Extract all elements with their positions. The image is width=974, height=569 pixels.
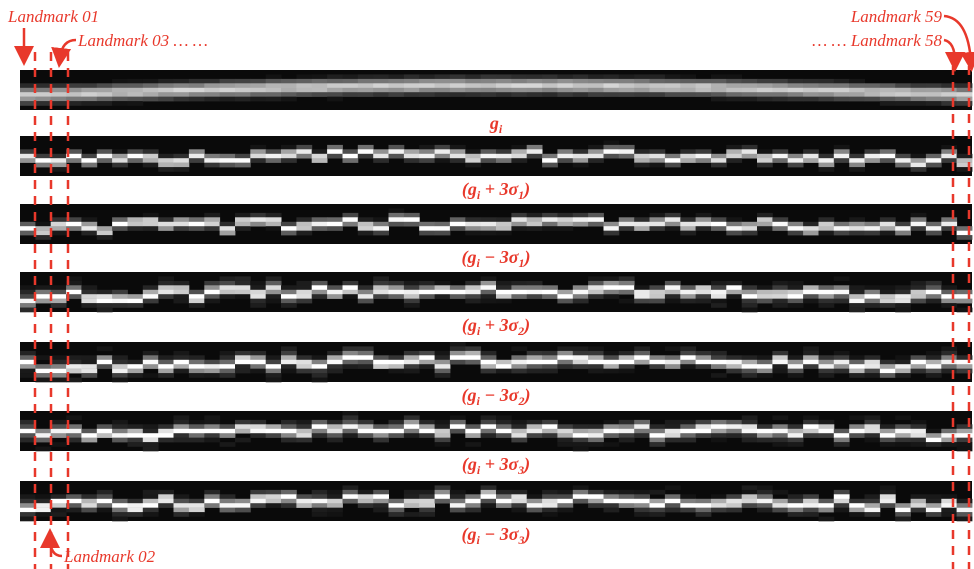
strip xyxy=(20,136,972,176)
caption-part: − 3σ xyxy=(480,524,520,544)
strip-caption: gi xyxy=(489,113,503,136)
strip xyxy=(20,70,972,110)
caption-part: + 3σ xyxy=(480,454,519,474)
caption-part: g xyxy=(489,113,499,133)
strip xyxy=(20,342,972,382)
strip-caption: (gi − 3σ3) xyxy=(462,524,531,547)
caption-part: (g xyxy=(462,385,477,406)
caption-part: ) xyxy=(522,315,530,336)
caption-part: 2 xyxy=(517,394,524,408)
caption-part: 2 xyxy=(517,324,524,338)
caption-part: ) xyxy=(522,179,530,200)
strip-caption: (gi + 3σ3) xyxy=(462,454,530,477)
caption-part: − 3σ xyxy=(480,247,520,267)
arrow xyxy=(944,16,971,62)
caption-part: ) xyxy=(522,247,530,268)
caption-part: (g xyxy=(462,315,477,336)
landmark-label: Landmark 01 xyxy=(7,7,99,26)
figure: Landmark 01 Landmark 03 … … Landmark 59 … xyxy=(0,0,974,569)
strip-caption: (gi − 3σ1) xyxy=(462,247,531,270)
strip xyxy=(20,272,972,312)
landmark-label: Landmark 02 xyxy=(63,547,156,566)
caption-part: + 3σ xyxy=(480,179,519,199)
strip xyxy=(20,204,972,244)
strip xyxy=(20,481,972,521)
caption-part: 3 xyxy=(517,463,524,477)
arrow xyxy=(944,40,955,62)
caption-part: (g xyxy=(462,524,477,545)
caption-part: (g xyxy=(462,179,477,200)
caption-part: i xyxy=(499,122,503,136)
caption-part: ) xyxy=(522,385,530,406)
strip xyxy=(20,411,972,451)
strip-caption: (gi + 3σ2) xyxy=(462,315,530,338)
caption-part: 3 xyxy=(517,533,524,547)
caption-part: ) xyxy=(522,454,530,475)
strip-caption: (gi + 3σ1) xyxy=(462,179,530,202)
caption-part: (g xyxy=(462,247,477,268)
landmark-label: Landmark 59 xyxy=(850,7,943,26)
landmark-label: Landmark 03 … … xyxy=(77,31,208,50)
caption-part: (g xyxy=(462,454,477,475)
landmark-label: … … Landmark 58 xyxy=(812,31,942,50)
caption-part: − 3σ xyxy=(480,385,520,405)
strip-caption: (gi − 3σ2) xyxy=(462,385,531,408)
caption-part: + 3σ xyxy=(480,315,519,335)
caption-part: ) xyxy=(522,524,530,545)
